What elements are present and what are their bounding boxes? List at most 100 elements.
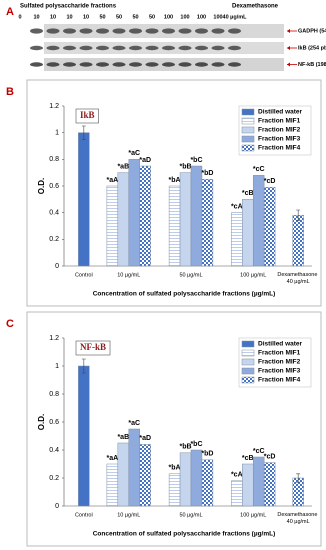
- legend-swatch: [241, 349, 255, 357]
- lane-label: 50: [132, 14, 138, 20]
- panel-label: B: [6, 86, 14, 98]
- legend-label: Fraction MIF4: [258, 145, 301, 152]
- y-tick-label: 1.2: [49, 103, 59, 110]
- value-label: *aA: [107, 455, 119, 462]
- bar: [78, 132, 90, 267]
- legend-swatch: [241, 108, 255, 116]
- y-tick-label: 1: [55, 363, 59, 370]
- lane-label: 100: [213, 14, 222, 20]
- legend-label: Fraction MIF3: [258, 368, 301, 375]
- blot-band: [112, 28, 126, 34]
- blot-band: [46, 62, 60, 67]
- legend-swatch: [241, 358, 255, 366]
- bar: [263, 462, 276, 507]
- value-label: *cC: [253, 448, 265, 455]
- bar: [242, 199, 254, 267]
- blot-band: [162, 28, 175, 34]
- y-axis-label: O.D.: [37, 414, 46, 430]
- value-label: *cA: [231, 472, 243, 479]
- blot-band: [195, 62, 208, 67]
- value-label: *cA: [231, 204, 243, 211]
- value-label: *aD: [139, 435, 151, 442]
- legend-label: Fraction MIF2: [258, 127, 301, 134]
- bar: [263, 187, 276, 267]
- blot-band: [195, 45, 208, 51]
- bar: [252, 175, 265, 267]
- bar: [168, 185, 181, 267]
- y-tick-label: 0: [55, 503, 59, 510]
- blot-band: [96, 45, 109, 51]
- bar: [201, 459, 214, 507]
- title-box: [75, 108, 99, 124]
- x-tick-label: 100 µg/mL: [240, 272, 266, 278]
- x-tick-label: Dexamethasone 40 µg/mL: [277, 272, 319, 285]
- legend-label: Fraction MIF1: [258, 350, 301, 357]
- legend-label: Fraction MIF1: [258, 118, 301, 125]
- x-tick-label: 50 µg/mL: [179, 272, 202, 278]
- blot-band: [228, 28, 241, 34]
- y-tick-label: 0.8: [49, 156, 59, 163]
- legend-label: Distilled water: [258, 109, 303, 116]
- bar: [231, 212, 243, 267]
- value-label: *aB: [117, 164, 129, 171]
- value-label: *bC: [190, 441, 202, 448]
- y-tick-label: 0.6: [49, 419, 59, 426]
- lane-label: 100: [164, 14, 173, 20]
- y-tick-label: 0.8: [49, 391, 59, 398]
- value-label: *bA: [169, 177, 181, 184]
- blot-band: [79, 45, 93, 51]
- legend-label: Fraction MIF4: [258, 377, 301, 384]
- bar: [292, 215, 304, 267]
- value-label: *aA: [107, 177, 119, 184]
- bar: [78, 365, 90, 507]
- dex-label: Dexamethasone: [232, 4, 279, 10]
- lane-label: 50: [116, 14, 122, 20]
- band-arrowhead: [287, 62, 290, 67]
- x-tick-label: Control: [75, 512, 93, 518]
- blot-band: [178, 62, 192, 67]
- blot-band: [96, 28, 109, 34]
- blot-band: [46, 45, 60, 51]
- lane-label: 50: [99, 14, 105, 20]
- blot-band: [178, 28, 192, 34]
- x-axis-label: Concentration of sulfated polysaccharide…: [93, 291, 276, 298]
- blot-band: [30, 62, 43, 67]
- group-label: Sulfated polysaccharide fractions: [20, 4, 117, 10]
- value-label: *aC: [128, 420, 140, 427]
- legend-swatch: [241, 126, 255, 134]
- x-tick-label: Control: [75, 272, 93, 278]
- blot-band: [228, 62, 241, 67]
- value-label: *bD: [201, 170, 213, 177]
- chart-title: NF-kB: [80, 342, 106, 352]
- blot-band: [145, 28, 159, 34]
- title-box: [75, 340, 111, 356]
- blot-band: [129, 62, 142, 67]
- value-label: *bA: [169, 465, 181, 472]
- legend-label: Distilled water: [258, 341, 303, 348]
- bar: [201, 179, 214, 267]
- y-tick-label: 0: [55, 263, 59, 270]
- x-axis-label: Concentration of sulfated polysaccharide…: [93, 531, 276, 538]
- panel-label: A: [6, 6, 14, 18]
- value-label: *cB: [242, 455, 254, 462]
- bar: [128, 159, 140, 267]
- bar: [139, 444, 151, 507]
- band-label: GADPH (544 pb): [298, 28, 326, 34]
- panel-box: [26, 311, 322, 547]
- legend-swatch: [241, 117, 255, 125]
- lane-label: 100: [180, 14, 189, 20]
- blot-band: [63, 45, 76, 51]
- lane-label: 10: [66, 14, 72, 20]
- blot-band: [178, 45, 192, 51]
- bar: [139, 165, 151, 267]
- blot-band: [211, 62, 225, 67]
- legend-label: Fraction MIF2: [258, 359, 301, 366]
- x-tick-label: 50 µg/mL: [179, 512, 202, 518]
- lane-label: 40 µg/mL: [223, 14, 248, 20]
- bar: [179, 452, 192, 507]
- blot-band: [96, 62, 109, 67]
- bar: [179, 172, 192, 267]
- bar: [128, 428, 140, 507]
- chart-title: IkB: [80, 110, 95, 120]
